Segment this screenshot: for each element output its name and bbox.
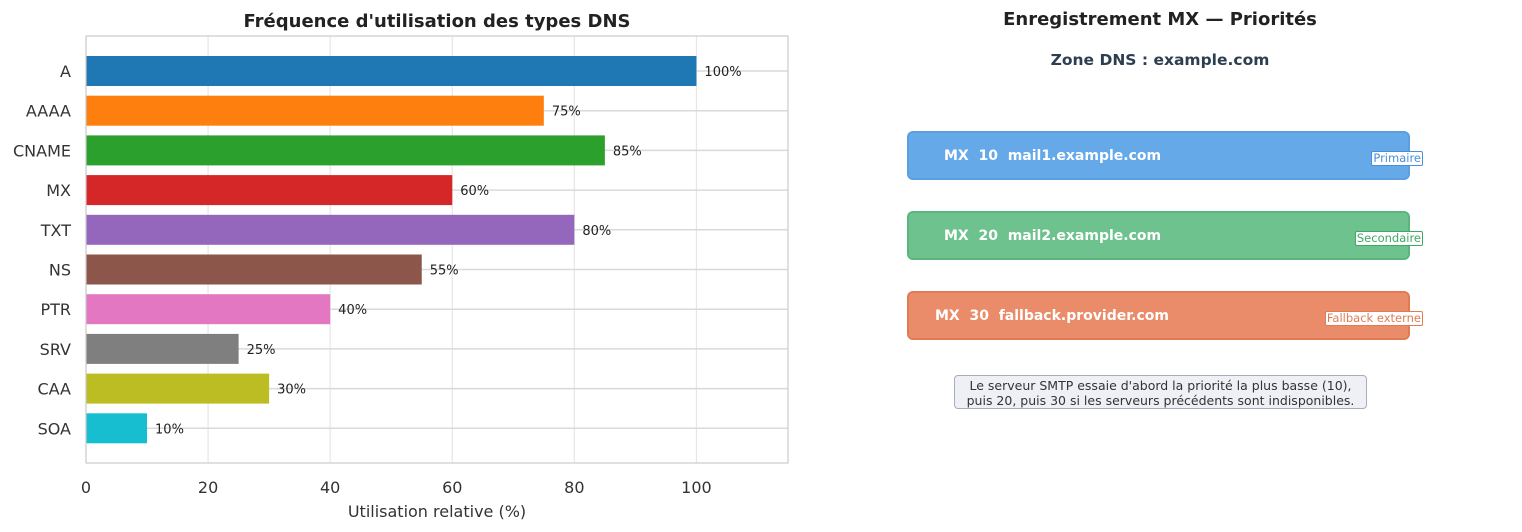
bar-ptr: [86, 294, 331, 325]
y-tick-label: A: [60, 62, 71, 81]
bar-value-label: 10%: [155, 422, 184, 437]
y-tick-label: CNAME: [13, 141, 71, 160]
bar-aaaa: [86, 95, 544, 126]
mx-record-secondary: MX 20 mail2.example.com Secondaire: [907, 211, 1423, 260]
mx-record-label: MX 10 mail1.example.com: [944, 147, 1162, 164]
bar-mx: [86, 175, 453, 206]
mx-record-label: MX 30 fallback.provider.com: [935, 307, 1169, 324]
x-tick-label: 60: [442, 478, 462, 497]
y-tick-label: CAA: [37, 380, 71, 399]
x-tick-label: 40: [320, 478, 340, 497]
bar-value-label: 80%: [582, 224, 611, 239]
mx-priority-note: Le serveur SMTP essaie d'abord la priori…: [954, 375, 1367, 409]
bar-value-label: 55%: [430, 264, 459, 279]
mx-record-label: MX 20 mail2.example.com: [944, 227, 1162, 244]
bar-value-label: 40%: [338, 303, 367, 318]
y-tick-label: SRV: [40, 340, 71, 359]
y-tick-label: MX: [46, 181, 71, 200]
bar-value-label: 100%: [704, 65, 741, 80]
bar-soa: [86, 413, 148, 444]
mx-panel-subtitle: Zone DNS : example.com: [1050, 51, 1270, 69]
bar-caa: [86, 373, 270, 404]
bar-value-label: 30%: [277, 383, 306, 398]
mx-note-line-2: puis 20, puis 30 si les serveurs précéde…: [966, 393, 1355, 408]
bar-cname: [86, 135, 605, 166]
bar-value-label: 85%: [613, 144, 642, 159]
bar-ns: [86, 254, 422, 285]
mx-record-fallback: MX 30 fallback.provider.com Fallback ext…: [907, 291, 1423, 340]
bar-a: [86, 56, 697, 86]
y-tick-label: NS: [49, 261, 71, 280]
x-tick-label: 100: [681, 478, 712, 497]
mx-record-badge: Primaire: [1371, 151, 1423, 166]
bar-txt: [86, 214, 575, 245]
bar-value-label: 75%: [552, 105, 581, 120]
mx-record-badge: Secondaire: [1354, 231, 1423, 246]
y-tick-label: PTR: [40, 300, 71, 319]
y-tick-label: AAAA: [26, 102, 71, 121]
y-tick-label: TXT: [40, 221, 71, 240]
plot-frame: [85, 35, 789, 464]
x-axis-label: Utilisation relative (%): [348, 502, 526, 521]
mx-note-line-1: Le serveur SMTP essaie d'abord la priori…: [969, 378, 1352, 393]
chart-title: Fréquence d'utilisation des types DNS: [244, 11, 631, 32]
x-tick-label: 20: [198, 478, 218, 497]
bar-chart: Fréquence d'utilisation des types DNS 0 2…: [13, 11, 789, 521]
mx-record-badge: Fallback externe: [1324, 311, 1423, 326]
bar-srv: [86, 333, 239, 364]
x-tick-label: 80: [564, 478, 584, 497]
mx-panel-title: Enregistrement MX — Priorités: [1003, 9, 1317, 30]
x-tick-label: 0: [81, 478, 91, 497]
y-tick-label: SOA: [38, 419, 71, 438]
mx-record-primary: MX 10 mail1.example.com Primaire: [907, 131, 1423, 180]
bar-value-label: 25%: [247, 343, 276, 358]
bar-value-label: 60%: [460, 184, 489, 199]
